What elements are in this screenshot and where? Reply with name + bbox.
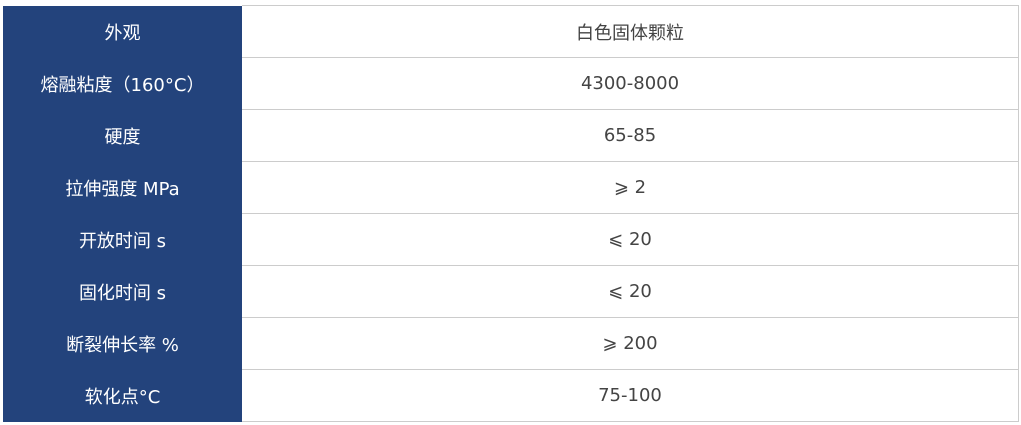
table-row: 熔融粘度（160°C） 4300-8000 [3,57,1019,110]
property-label: 外观 [3,5,242,58]
property-label: 开放时间 s [3,213,242,266]
property-value: ⩽ 20 [242,213,1019,266]
property-value: 白色固体颗粒 [242,5,1019,58]
property-value: ⩾ 2 [242,161,1019,214]
property-value: ⩾ 200 [242,317,1019,370]
table-row: 拉伸强度 MPa ⩾ 2 [3,161,1019,214]
table-row: 固化时间 s ⩽ 20 [3,265,1019,318]
property-label: 固化时间 s [3,265,242,318]
property-value: ⩽ 20 [242,265,1019,318]
property-label: 拉伸强度 MPa [3,161,242,214]
property-label: 硬度 [3,109,242,162]
property-label: 软化点°C [3,369,242,422]
table-row: 断裂伸长率 % ⩾ 200 [3,317,1019,370]
property-label: 断裂伸长率 % [3,317,242,370]
table-row: 硬度 65-85 [3,109,1019,162]
table-row: 开放时间 s ⩽ 20 [3,213,1019,266]
table-row: 软化点°C 75-100 [3,369,1019,422]
property-value: 75-100 [242,369,1019,422]
property-label: 熔融粘度（160°C） [3,57,242,110]
table-row: 外观 白色固体颗粒 [3,5,1019,58]
spec-table: 外观 白色固体颗粒 熔融粘度（160°C） 4300-8000 硬度 65-85 拉伸强度 … [3,5,1019,422]
property-value: 65-85 [242,109,1019,162]
property-value: 4300-8000 [242,57,1019,110]
